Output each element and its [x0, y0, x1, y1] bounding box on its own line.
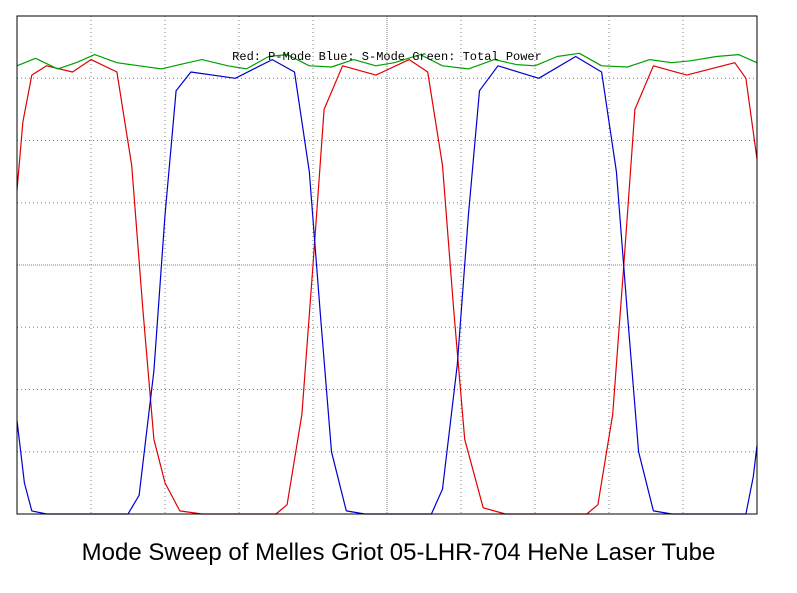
plot-frame	[16, 15, 758, 515]
mode-sweep-plot: Red: P-Mode Blue: S-Mode Green: Total Po…	[16, 15, 758, 515]
total-power-line	[16, 52, 758, 70]
oscilloscope-chart: Red: P-Mode Blue: S-Mode Green: Total Po…	[16, 15, 758, 515]
figure-caption: Mode Sweep of Melles Griot 05-LHR-704 He…	[81, 539, 716, 566]
grid	[17, 16, 757, 514]
s-mode-line	[16, 55, 758, 515]
legend-text: Red: P-Mode Blue: S-Mode Green: Total Po…	[232, 50, 542, 64]
